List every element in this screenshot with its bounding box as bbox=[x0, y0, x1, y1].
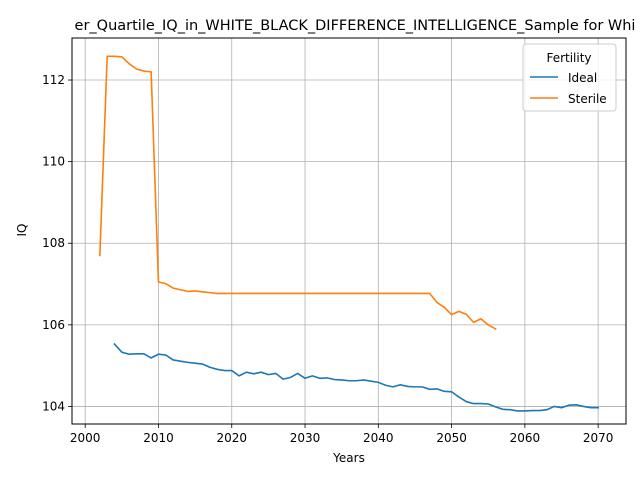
series-line-ideal bbox=[113, 342, 599, 412]
y-axis-label: IQ bbox=[15, 224, 29, 237]
x-tick-label: 2050 bbox=[436, 431, 467, 445]
y-tick-label: 106 bbox=[42, 318, 65, 332]
legend-box bbox=[522, 43, 617, 112]
axis-ticks: 2000 2010 2020 2030 2040 2050 2060 2070 104 106 10… bbox=[42, 73, 613, 445]
chart-title: er_Quartile_IQ_in_WHITE_BLACK_DIFFERENCE… bbox=[75, 18, 636, 34]
axes-frame bbox=[71, 37, 627, 425]
x-tick-label: 2020 bbox=[216, 431, 247, 445]
y-tick-label: 108 bbox=[42, 236, 65, 250]
x-axis-label: Years bbox=[332, 451, 365, 465]
legend: Fertility Ideal Sterile bbox=[522, 43, 617, 112]
x-tick-label: 2070 bbox=[583, 431, 614, 445]
y-tick-label: 104 bbox=[42, 399, 65, 413]
y-tick-label: 110 bbox=[42, 155, 65, 169]
plot-series bbox=[99, 55, 599, 412]
legend-title: Fertility bbox=[546, 51, 591, 65]
y-tick-label: 112 bbox=[42, 73, 65, 87]
x-tick-label: 2030 bbox=[290, 431, 321, 445]
x-tick-label: 2060 bbox=[510, 431, 541, 445]
legend-label-ideal: Ideal bbox=[568, 71, 597, 85]
x-tick-label: 2000 bbox=[70, 431, 101, 445]
series-line-sterile bbox=[99, 55, 497, 331]
x-tick-label: 2040 bbox=[363, 431, 394, 445]
x-tick-label: 2010 bbox=[143, 431, 174, 445]
legend-label-sterile: Sterile bbox=[568, 92, 607, 106]
